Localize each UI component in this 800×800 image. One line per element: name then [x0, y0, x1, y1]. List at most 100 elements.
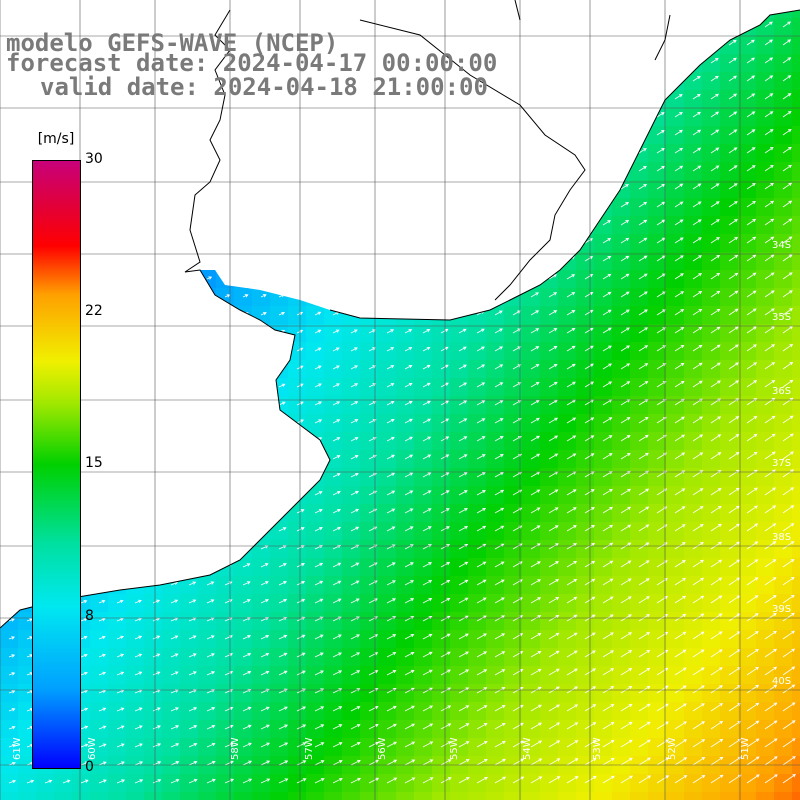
- wind-arrow: [80, 10, 85, 11]
- wind-arrow: [566, 76, 574, 82]
- wind-arrow: [764, 541, 777, 550]
- wind-arrow: [422, 400, 431, 406]
- wind-arrow: [602, 775, 615, 784]
- wind-arrow: [260, 581, 269, 586]
- wind-arrow: [423, 7, 427, 10]
- sea-cell: [252, 144, 271, 163]
- wind-arrow: [584, 417, 595, 424]
- wind-arrow: [530, 435, 540, 442]
- sea-cell: [18, 108, 37, 127]
- sea-cell: [126, 306, 145, 325]
- wind-arrow: [296, 634, 306, 640]
- colorbar-tick: 0: [85, 759, 94, 775]
- sea-cell: [378, 306, 397, 325]
- wind-arrow: [116, 671, 125, 676]
- wind-arrow: [548, 328, 558, 334]
- wind-arrow: [332, 598, 342, 604]
- wind-arrow: [152, 420, 159, 424]
- sea-cell: [360, 270, 379, 289]
- sea-cell: [486, 198, 505, 217]
- sea-cell: [450, 144, 469, 163]
- wind-arrow: [440, 113, 447, 118]
- wind-arrow: [296, 724, 307, 730]
- wind-arrow: [692, 506, 704, 514]
- wind-arrow: [368, 132, 375, 136]
- wind-arrow: [782, 236, 793, 244]
- wind-arrow: [206, 276, 213, 280]
- wind-arrow: [152, 474, 160, 478]
- wind-arrow: [350, 598, 360, 604]
- sea-cell: [792, 414, 800, 433]
- wind-arrow: [638, 399, 649, 406]
- wind-arrow: [404, 651, 415, 658]
- sea-cell: [306, 126, 325, 145]
- wind-arrow: [422, 508, 432, 514]
- sea-cell: [90, 504, 109, 523]
- wind-arrow: [620, 291, 630, 298]
- sea-cell: [396, 270, 415, 289]
- wind-arrow: [782, 21, 791, 28]
- sea-cell: [450, 108, 469, 127]
- wind-arrow: [206, 760, 216, 766]
- wind-arrow: [134, 671, 143, 676]
- sea-cell: [90, 558, 109, 577]
- wind-arrow: [170, 473, 178, 478]
- wind-arrow: [458, 131, 466, 136]
- wind-arrow: [746, 505, 758, 514]
- wind-arrow: [368, 706, 379, 712]
- wind-arrow: [134, 635, 143, 640]
- sea-cell: [522, 72, 541, 91]
- wind-arrow: [620, 148, 629, 154]
- wind-arrow: [728, 21, 737, 28]
- wind-arrow: [386, 616, 397, 622]
- sea-cell: [180, 144, 199, 163]
- wind-arrow: [584, 148, 593, 154]
- wind-arrow: [494, 346, 504, 352]
- wind-arrow: [746, 487, 758, 496]
- sea-cell: [594, 72, 613, 91]
- wind-arrow: [404, 490, 414, 496]
- wind-arrow: [404, 741, 416, 748]
- wind-arrow: [530, 166, 539, 172]
- wind-arrow: [404, 329, 413, 334]
- wind-arrow: [242, 527, 251, 532]
- wind-arrow: [692, 93, 701, 100]
- wind-arrow: [386, 580, 396, 586]
- wind-arrow: [314, 186, 321, 190]
- sea-cell: [360, 180, 379, 199]
- wind-arrow: [458, 203, 466, 208]
- wind-arrow: [674, 291, 685, 298]
- wind-arrow: [764, 308, 775, 316]
- wind-arrow: [494, 723, 506, 730]
- wind-arrow: [566, 596, 578, 604]
- wind-arrow: [620, 40, 628, 46]
- wind-arrow: [350, 132, 357, 136]
- wind-arrow: [206, 204, 212, 208]
- wind-arrow: [530, 148, 538, 154]
- sea-cell: [360, 252, 379, 271]
- wind-arrow: [152, 132, 157, 137]
- wind-arrow: [332, 168, 339, 172]
- sea-cell: [594, 108, 613, 127]
- wind-arrow: [764, 93, 774, 100]
- wind-arrow: [134, 779, 144, 784]
- lat-label: 36S: [772, 386, 791, 397]
- sea-cell: [0, 558, 19, 577]
- wind-arrow: [458, 561, 469, 568]
- sea-cell: [216, 378, 235, 397]
- wind-arrow: [692, 649, 705, 658]
- sea-cell: [162, 180, 181, 199]
- sea-cell: [522, 234, 541, 253]
- wind-arrow: [188, 258, 194, 262]
- wind-arrow: [494, 454, 504, 460]
- sea-cell: [540, 792, 559, 800]
- sea-cell: [756, 10, 775, 19]
- wind-arrow: [314, 598, 324, 604]
- sea-cell: [198, 432, 217, 451]
- wind-arrow: [710, 111, 720, 118]
- wind-arrow: [224, 294, 231, 298]
- wind-arrow: [530, 59, 538, 64]
- sea-cell: [576, 90, 595, 109]
- wind-arrow: [530, 704, 542, 712]
- sea-cell: [360, 10, 379, 19]
